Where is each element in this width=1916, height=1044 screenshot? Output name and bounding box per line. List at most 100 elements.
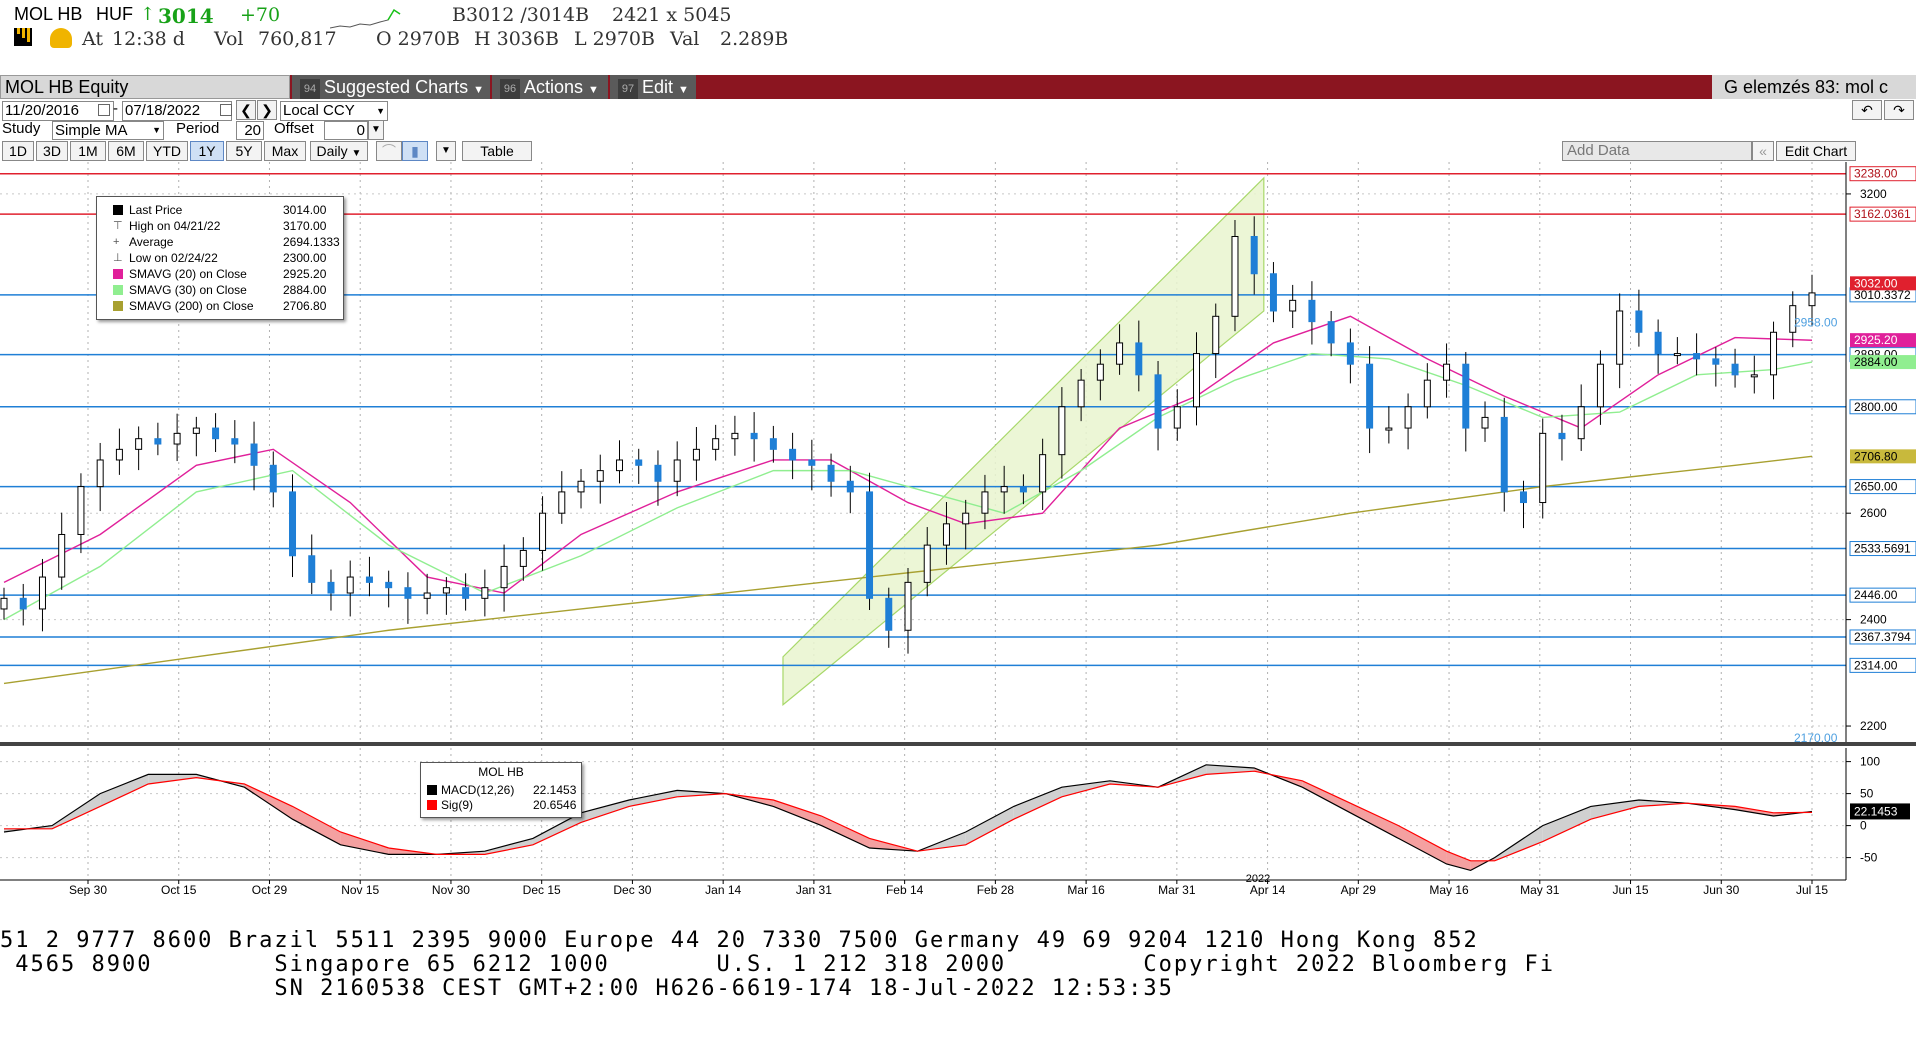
candle-body (365, 576, 373, 583)
chart-type-candle-button[interactable]: ▮ (402, 141, 428, 161)
macd-fill (1061, 780, 1110, 797)
ticker: MOL HB (14, 4, 83, 24)
y-tick-label: 3200 (1860, 187, 1887, 201)
frequency-select[interactable]: Daily ▼ (310, 141, 368, 161)
macd-fill (965, 806, 1014, 845)
at-label: At (82, 28, 104, 50)
macd-fill (244, 784, 293, 820)
value-tag-label: 2925.20 (1854, 333, 1898, 347)
candle-body (1635, 310, 1643, 333)
candle-body (1404, 406, 1412, 429)
menu-number: 96 (500, 79, 520, 99)
legend-row: ⊥ Low on 02/24/22 2300.00 (103, 251, 335, 266)
start-date-field[interactable]: 11/20/2016 (2, 101, 114, 121)
legend-label: Low on 02/24/22 (129, 251, 218, 265)
redo-button[interactable]: ↷ (1884, 100, 1914, 120)
end-date-field[interactable]: 07/18/2022 (122, 101, 232, 121)
macd-legend-row: Sig(9) 20.6546 (427, 798, 577, 812)
range-button-3d[interactable]: 3D (36, 141, 68, 161)
level-tag-label: 2533.5691 (1854, 542, 1911, 556)
candle-body (173, 432, 181, 445)
range-button-5y[interactable]: 5Y (226, 141, 262, 161)
undo-button[interactable]: ↶ (1852, 100, 1882, 120)
quote-header: MOL HB HUF ↑ 3014 +70 B3012 /3014B 2421 … (0, 2, 1916, 50)
x-tick-label: Nov 15 (341, 883, 379, 896)
range-button-1d[interactable]: 1D (2, 141, 34, 161)
macd-fill (1302, 780, 1351, 813)
range-button-6m[interactable]: 6M (108, 141, 144, 161)
calendar-icon[interactable] (220, 104, 232, 116)
candle-body (789, 448, 797, 461)
val-label: Val (670, 28, 700, 50)
price-legend[interactable]: Last Price 3014.00 ⊤ High on 04/21/22 3170.0… (96, 196, 344, 320)
legend-label: Average (129, 235, 174, 249)
range-button-1m[interactable]: 1M (70, 141, 106, 161)
line-chart-icon: ⌒ (382, 143, 396, 159)
gauge-icon (50, 28, 72, 48)
period-input[interactable]: 20 (236, 121, 264, 140)
suggested-charts-menu[interactable]: 94 Suggested Charts ▼ (292, 75, 490, 99)
macd-fill (1446, 851, 1471, 871)
study-select[interactable]: Simple MA ▼ (52, 121, 164, 140)
add-data-input[interactable]: Add Data (1562, 141, 1752, 161)
candle-body (385, 581, 393, 589)
macd-fill (532, 812, 582, 845)
range-toolbar: Daily ▼ ⌒ ▮ ▼ Table Add Data « Edit Char… (0, 141, 1916, 161)
macd-legend[interactable]: MOL HB MACD(12,26) 22.1453 Sig(9) 20.6546 (420, 762, 582, 818)
edit-chart-button[interactable]: Edit Chart (1776, 141, 1856, 161)
candle-body (1731, 363, 1739, 376)
value-tag (1850, 276, 1916, 291)
macd-fill (484, 838, 533, 855)
candle-body (539, 512, 547, 551)
candle-body (1519, 491, 1527, 504)
candle-body (904, 581, 912, 631)
level-tag-label: 3162.0361 (1854, 207, 1911, 221)
macd-fill (1735, 806, 1774, 816)
table-button[interactable]: Table (462, 141, 532, 161)
value-tag (1850, 449, 1916, 464)
vol-label: Vol (214, 28, 244, 50)
candle-body (558, 491, 566, 514)
x-tick-label: Jun 15 (1613, 883, 1649, 896)
edit-menu[interactable]: 97 Edit ▼ (610, 75, 696, 99)
offset-input[interactable]: 0 (324, 121, 368, 140)
calendar-icon[interactable] (98, 104, 110, 116)
candle-body (1173, 406, 1181, 429)
candle-body (1366, 363, 1374, 429)
currency-select[interactable]: Local CCY ▼ (280, 101, 388, 121)
range-button-1y[interactable]: 1Y (190, 141, 224, 161)
level-tag-label: 3238.00 (1854, 167, 1898, 181)
security-name: MOL HB Equity (5, 77, 129, 97)
legend-swatch (113, 285, 123, 295)
x-tick-label: Apr 29 (1341, 883, 1377, 896)
level-tag-label: 2367.3794 (1854, 630, 1911, 644)
candle-body (19, 597, 27, 610)
date-separator: - (113, 100, 118, 117)
candle-body (308, 555, 316, 583)
legend-value: 2706.80 (283, 299, 327, 313)
security-field[interactable]: MOL HB Equity (0, 75, 290, 99)
x-tick-label: Nov 30 (432, 883, 470, 896)
candle-body (731, 432, 739, 440)
value-tag-label: 3032.00 (1854, 276, 1898, 290)
chart-type-menu-button[interactable]: ▼ (436, 141, 456, 161)
legend-value: 20.6546 (533, 798, 577, 812)
more-button[interactable]: ▼ (368, 120, 384, 140)
caret-down-icon: ▼ (376, 106, 385, 116)
actions-menu[interactable]: 96 Actions ▼ (492, 75, 608, 99)
macd-chart[interactable]: 100 50 0 -50 22.1453 Sep 30 Oct 15 Oct 29 Nov 15… (0, 748, 1916, 896)
redo-icon: ↷ (1893, 102, 1905, 118)
legend-swatch (427, 800, 437, 810)
candle-body (1193, 353, 1201, 408)
range-button-max[interactable]: Max (264, 141, 306, 161)
candle-body (692, 448, 700, 461)
collapse-button[interactable]: « (1752, 141, 1774, 161)
chart-type-line-button[interactable]: ⌒ (376, 141, 402, 161)
prev-period-button[interactable]: ❮ (236, 100, 256, 120)
candle-body (1577, 406, 1585, 440)
footer-line-2: 4565 8900 Singapore 65 6212 1000 U.S. 1 … (0, 952, 1556, 977)
candle-body (654, 464, 662, 482)
next-period-button[interactable]: ❯ (257, 100, 277, 120)
x-tick-label: Oct 15 (161, 883, 197, 896)
range-button-ytd[interactable]: YTD (146, 141, 188, 161)
